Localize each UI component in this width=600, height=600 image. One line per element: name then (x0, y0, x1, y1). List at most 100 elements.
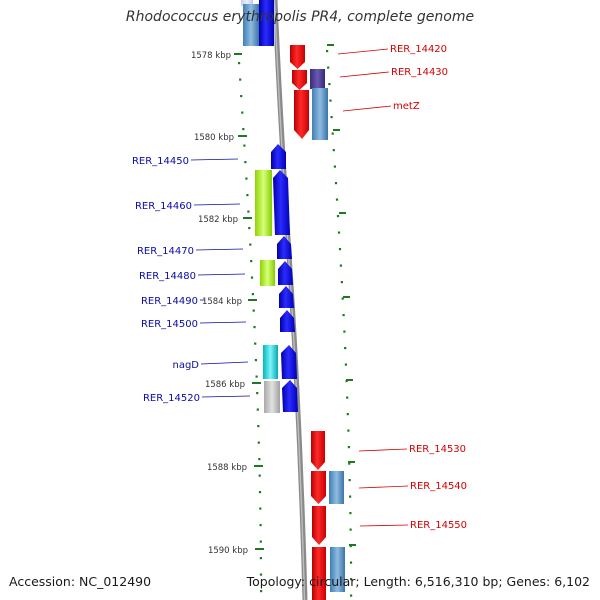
minor-tick-dot (256, 408, 259, 411)
minor-tick-dot (257, 441, 260, 444)
label-metz[interactable]: metZ (393, 101, 420, 112)
minor-tick-dot (248, 227, 251, 230)
minor-tick-dot (252, 309, 255, 312)
label-rer-14520[interactable]: RER_14520 (143, 393, 200, 404)
gene-arrow-rer-14470[interactable] (277, 236, 292, 259)
gene-domain-rer-14460 (255, 170, 272, 236)
minor-tick-dot (243, 144, 246, 147)
label-rer-14450[interactable]: RER_14450 (132, 156, 189, 167)
scale-label-1582: 1582 kbp (198, 215, 238, 225)
label-rer-14490[interactable]: RER_14490 (141, 296, 198, 307)
gene-domain-rer-14430 (310, 69, 325, 89)
gene-arrow-metz[interactable] (294, 90, 309, 139)
gene-arrow-rer-14430[interactable] (292, 70, 307, 90)
minor-tick-dot (350, 578, 353, 581)
minor-tick-dot (341, 297, 344, 300)
label-rer-14470[interactable]: RER_14470 (137, 246, 194, 257)
scale-label-1578: 1578 kbp (191, 51, 231, 61)
scale-label-1586: 1586 kbp (205, 380, 245, 390)
gene-arrow-rer-14550[interactable] (312, 506, 326, 545)
scale-tick-track-left (238, 62, 263, 593)
gene-domain-rer-14520 (264, 381, 280, 413)
gene-arrow-rer-14480[interactable] (278, 261, 293, 285)
minor-tick-dot (259, 573, 263, 576)
minor-tick-dot (254, 359, 257, 362)
minor-tick-dot (258, 474, 261, 477)
minor-tick-dot (333, 165, 336, 168)
gene-arrow-rer-14450[interactable] (271, 144, 286, 169)
minor-tick-dot (338, 248, 342, 251)
right-minor-ticks (327, 44, 356, 546)
gene-arrow-rer-14500[interactable] (280, 310, 295, 332)
gene-domain-nagd (263, 345, 278, 379)
label-rer-14530[interactable]: RER_14530 (409, 444, 466, 455)
gene-partial-bottom[interactable] (312, 547, 326, 600)
scale-label-1588: 1588 kbp (207, 463, 247, 473)
minor-tick-dot (245, 177, 248, 180)
gene-arrow-rer-14540[interactable] (311, 471, 326, 504)
scale-tick-track-right (326, 50, 353, 597)
reverse-gene-labels: RER_14450 RER_14460 RER_14470 RER_14480 … (132, 156, 251, 404)
accession-text: Accession: NC_012490 (9, 574, 152, 589)
minor-tick-dot (347, 429, 350, 432)
minor-tick-dot (327, 66, 330, 69)
label-rer-14540[interactable]: RER_14540 (410, 481, 467, 492)
minor-tick-dot (345, 380, 348, 383)
reverse-strand-genes (241, 0, 298, 413)
minor-tick-dot (348, 462, 351, 465)
minor-tick-dot (348, 479, 351, 482)
minor-tick-dot (242, 128, 245, 131)
gene-arrow-rer-14420[interactable] (290, 45, 305, 69)
gene-arrow-rer-14460[interactable] (273, 170, 290, 235)
minor-tick-dot (244, 161, 247, 164)
minor-tick-dot (251, 293, 254, 296)
minor-tick-dot (349, 495, 352, 498)
scale-label-1580: 1580 kbp (194, 133, 234, 143)
minor-tick-dot (260, 590, 263, 593)
minor-tick-dot (329, 99, 332, 102)
minor-tick-dot (259, 524, 262, 527)
label-rer-14480[interactable]: RER_14480 (139, 271, 196, 282)
minor-tick-dot (343, 330, 346, 333)
label-rer-14430[interactable]: RER_14430 (391, 67, 448, 78)
minor-tick-dot (246, 194, 249, 197)
minor-tick-dot (249, 243, 252, 246)
minor-tick-dot (241, 111, 244, 114)
gene-domain-metz (312, 88, 328, 140)
minor-tick-dot (342, 314, 345, 317)
minor-tick-dot (259, 507, 262, 510)
minor-tick-dot (259, 540, 262, 543)
minor-tick-dot (349, 528, 352, 531)
gene-arrow-rer-14520[interactable] (282, 380, 298, 412)
label-rer-14460[interactable]: RER_14460 (135, 201, 192, 212)
minor-tick-dot (254, 342, 257, 345)
minor-tick-dot (259, 557, 262, 560)
minor-tick-dot (349, 512, 352, 515)
minor-tick-dot (335, 198, 339, 201)
gene-partial-bottom-steel (330, 547, 345, 592)
label-nagd[interactable]: nagD (172, 360, 199, 371)
minor-tick-dot (349, 545, 352, 548)
minor-tick-dot (344, 347, 347, 350)
minor-tick-dot (347, 446, 350, 449)
minor-tick-dot (334, 182, 338, 185)
minor-tick-dot (257, 425, 260, 428)
gene-arrow-rer-14490[interactable] (279, 286, 294, 308)
gene-partial-top-blue[interactable] (259, 0, 274, 46)
gene-arrow-nagd[interactable] (281, 345, 297, 379)
label-rer-14420[interactable]: RER_14420 (390, 44, 447, 55)
minor-tick-dot (250, 260, 253, 263)
minor-tick-dot (346, 396, 349, 399)
minor-tick-dot (336, 215, 340, 218)
label-rer-14550[interactable]: RER_14550 (410, 520, 467, 531)
label-rer-14500[interactable]: RER_14500 (141, 319, 198, 330)
minor-tick-dot (250, 276, 254, 279)
forward-strand-genes (290, 45, 345, 600)
minor-tick-dot (253, 326, 256, 329)
minor-tick-dot (258, 491, 262, 494)
minor-tick-dot (238, 62, 241, 65)
minor-tick-dot (255, 375, 258, 378)
gene-arrow-rer-14530[interactable] (311, 431, 325, 470)
minor-tick-dot (256, 392, 259, 395)
